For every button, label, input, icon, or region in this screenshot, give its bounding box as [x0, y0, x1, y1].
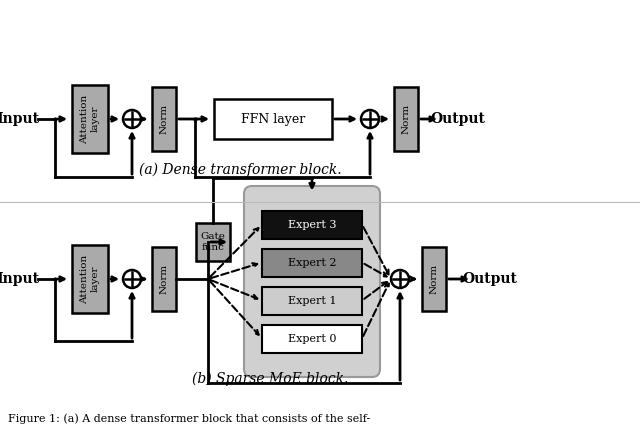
Text: Gate
func: Gate func [200, 232, 225, 252]
FancyBboxPatch shape [152, 87, 176, 151]
Text: Attention
layer: Attention layer [80, 94, 100, 144]
Text: Attention
layer: Attention layer [80, 254, 100, 304]
FancyBboxPatch shape [196, 223, 230, 261]
Text: Norm: Norm [401, 104, 410, 134]
FancyBboxPatch shape [244, 186, 380, 377]
Text: Expert 3: Expert 3 [288, 220, 336, 230]
Circle shape [361, 110, 379, 128]
Text: Input: Input [0, 112, 40, 126]
Text: Norm: Norm [159, 104, 168, 134]
Text: Input: Input [0, 272, 40, 286]
Text: Norm: Norm [429, 264, 438, 294]
Text: FFN layer: FFN layer [241, 112, 305, 125]
Text: Figure 1: (a) A dense transformer block that consists of the self-: Figure 1: (a) A dense transformer block … [8, 414, 371, 424]
FancyBboxPatch shape [72, 245, 108, 313]
FancyBboxPatch shape [394, 87, 418, 151]
Circle shape [391, 270, 409, 288]
FancyBboxPatch shape [262, 210, 362, 239]
FancyBboxPatch shape [152, 247, 176, 311]
Circle shape [123, 270, 141, 288]
Text: Expert 1: Expert 1 [288, 296, 336, 306]
Text: Expert 0: Expert 0 [288, 333, 336, 343]
Text: (a) Dense transformer block.: (a) Dense transformer block. [139, 163, 341, 177]
Circle shape [123, 110, 141, 128]
FancyBboxPatch shape [72, 85, 108, 153]
Text: Expert 2: Expert 2 [288, 257, 336, 267]
Text: Norm: Norm [159, 264, 168, 294]
Text: Output: Output [463, 272, 517, 286]
FancyBboxPatch shape [214, 99, 332, 139]
FancyBboxPatch shape [262, 325, 362, 352]
FancyBboxPatch shape [422, 247, 446, 311]
FancyBboxPatch shape [262, 286, 362, 315]
FancyBboxPatch shape [262, 249, 362, 276]
Text: (b) Sparse MoE block.: (b) Sparse MoE block. [192, 372, 348, 386]
Text: Output: Output [431, 112, 485, 126]
